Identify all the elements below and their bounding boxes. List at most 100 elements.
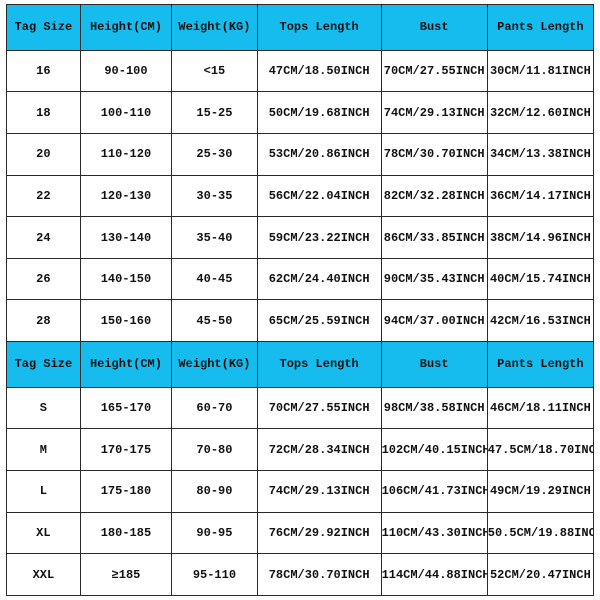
cell: 59CM/23.22INCH bbox=[257, 217, 381, 259]
column-header: Tops Length bbox=[257, 5, 381, 51]
cell: 49CM/19.29INCH bbox=[487, 471, 593, 513]
table-row: 26140-15040-4562CM/24.40INCH90CM/35.43IN… bbox=[7, 258, 594, 300]
cell: 95-110 bbox=[172, 554, 258, 596]
cell: 36CM/14.17INCH bbox=[487, 175, 593, 217]
cell: L bbox=[7, 471, 81, 513]
cell: 16 bbox=[7, 50, 81, 92]
cell: 74CM/29.13INCH bbox=[381, 92, 487, 134]
cell: 38CM/14.96INCH bbox=[487, 217, 593, 259]
cell: 120-130 bbox=[80, 175, 171, 217]
cell: 80-90 bbox=[172, 471, 258, 513]
cell: 30CM/11.81INCH bbox=[487, 50, 593, 92]
column-header: Height(CM) bbox=[80, 342, 171, 388]
cell: 98CM/38.58INCH bbox=[381, 387, 487, 429]
cell: 34CM/13.38INCH bbox=[487, 134, 593, 176]
cell: 175-180 bbox=[80, 471, 171, 513]
cell: 150-160 bbox=[80, 300, 171, 342]
column-header: Tops Length bbox=[257, 342, 381, 388]
column-header: Pants Length bbox=[487, 342, 593, 388]
cell: 24 bbox=[7, 217, 81, 259]
cell: 170-175 bbox=[80, 429, 171, 471]
cell: 90-95 bbox=[172, 512, 258, 554]
cell: 47.5CM/18.70INCH bbox=[487, 429, 593, 471]
cell: 26 bbox=[7, 258, 81, 300]
size-chart-table: Tag SizeHeight(CM)Weight(KG)Tops LengthB… bbox=[6, 4, 594, 596]
cell: 52CM/20.47INCH bbox=[487, 554, 593, 596]
cell: 106CM/41.73INCH bbox=[381, 471, 487, 513]
cell: XXL bbox=[7, 554, 81, 596]
cell: 53CM/20.86INCH bbox=[257, 134, 381, 176]
cell: 165-170 bbox=[80, 387, 171, 429]
cell: 70CM/27.55INCH bbox=[381, 50, 487, 92]
table-row: XL180-18590-9576CM/29.92INCH110CM/43.30I… bbox=[7, 512, 594, 554]
cell: 18 bbox=[7, 92, 81, 134]
table-row: 22120-13030-3556CM/22.04INCH82CM/32.28IN… bbox=[7, 175, 594, 217]
column-header: Bust bbox=[381, 342, 487, 388]
table-row: L175-18080-9074CM/29.13INCH106CM/41.73IN… bbox=[7, 471, 594, 513]
cell: 86CM/33.85INCH bbox=[381, 217, 487, 259]
cell: M bbox=[7, 429, 81, 471]
cell: 94CM/37.00INCH bbox=[381, 300, 487, 342]
cell: 20 bbox=[7, 134, 81, 176]
cell: 70-80 bbox=[172, 429, 258, 471]
cell: 110-120 bbox=[80, 134, 171, 176]
cell: 65CM/25.59INCH bbox=[257, 300, 381, 342]
table-row: 28150-16045-5065CM/25.59INCH94CM/37.00IN… bbox=[7, 300, 594, 342]
table-row: XXL≥18595-11078CM/30.70INCH114CM/44.88IN… bbox=[7, 554, 594, 596]
cell: 50CM/19.68INCH bbox=[257, 92, 381, 134]
cell: 35-40 bbox=[172, 217, 258, 259]
header-row: Tag SizeHeight(CM)Weight(KG)Tops LengthB… bbox=[7, 5, 594, 51]
cell: ≥185 bbox=[80, 554, 171, 596]
column-header: Bust bbox=[381, 5, 487, 51]
cell: 22 bbox=[7, 175, 81, 217]
cell: XL bbox=[7, 512, 81, 554]
cell: 45-50 bbox=[172, 300, 258, 342]
cell: 25-30 bbox=[172, 134, 258, 176]
table-row: 18100-11015-2550CM/19.68INCH74CM/29.13IN… bbox=[7, 92, 594, 134]
column-header: Weight(KG) bbox=[172, 342, 258, 388]
header-row: Tag SizeHeight(CM)Weight(KG)Tops LengthB… bbox=[7, 342, 594, 388]
column-header: Tag Size bbox=[7, 5, 81, 51]
column-header: Pants Length bbox=[487, 5, 593, 51]
cell: 140-150 bbox=[80, 258, 171, 300]
table-row: S165-17060-7070CM/27.55INCH98CM/38.58INC… bbox=[7, 387, 594, 429]
cell: S bbox=[7, 387, 81, 429]
column-header: Height(CM) bbox=[80, 5, 171, 51]
cell: 130-140 bbox=[80, 217, 171, 259]
cell: 30-35 bbox=[172, 175, 258, 217]
cell: 40-45 bbox=[172, 258, 258, 300]
cell: 62CM/24.40INCH bbox=[257, 258, 381, 300]
cell: 28 bbox=[7, 300, 81, 342]
table-row: 20110-12025-3053CM/20.86INCH78CM/30.70IN… bbox=[7, 134, 594, 176]
cell: 15-25 bbox=[172, 92, 258, 134]
cell: 70CM/27.55INCH bbox=[257, 387, 381, 429]
cell: 56CM/22.04INCH bbox=[257, 175, 381, 217]
size-chart-container: Tag SizeHeight(CM)Weight(KG)Tops LengthB… bbox=[0, 0, 600, 600]
cell: 42CM/16.53INCH bbox=[487, 300, 593, 342]
cell: 110CM/43.30INCH bbox=[381, 512, 487, 554]
cell: 90CM/35.43INCH bbox=[381, 258, 487, 300]
cell: 82CM/32.28INCH bbox=[381, 175, 487, 217]
cell: 74CM/29.13INCH bbox=[257, 471, 381, 513]
cell: 50.5CM/19.88INCH bbox=[487, 512, 593, 554]
table-row: M170-17570-8072CM/28.34INCH102CM/40.15IN… bbox=[7, 429, 594, 471]
size-chart-body: Tag SizeHeight(CM)Weight(KG)Tops LengthB… bbox=[7, 5, 594, 596]
cell: 46CM/18.11INCH bbox=[487, 387, 593, 429]
cell: 47CM/18.50INCH bbox=[257, 50, 381, 92]
table-row: 1690-100<1547CM/18.50INCH70CM/27.55INCH3… bbox=[7, 50, 594, 92]
cell: 180-185 bbox=[80, 512, 171, 554]
cell: 78CM/30.70INCH bbox=[257, 554, 381, 596]
cell: 40CM/15.74INCH bbox=[487, 258, 593, 300]
cell: 100-110 bbox=[80, 92, 171, 134]
cell: 32CM/12.60INCH bbox=[487, 92, 593, 134]
column-header: Weight(KG) bbox=[172, 5, 258, 51]
cell: 90-100 bbox=[80, 50, 171, 92]
table-row: 24130-14035-4059CM/23.22INCH86CM/33.85IN… bbox=[7, 217, 594, 259]
cell: 76CM/29.92INCH bbox=[257, 512, 381, 554]
cell: 78CM/30.70INCH bbox=[381, 134, 487, 176]
cell: 114CM/44.88INCH bbox=[381, 554, 487, 596]
cell: <15 bbox=[172, 50, 258, 92]
cell: 60-70 bbox=[172, 387, 258, 429]
cell: 72CM/28.34INCH bbox=[257, 429, 381, 471]
column-header: Tag Size bbox=[7, 342, 81, 388]
